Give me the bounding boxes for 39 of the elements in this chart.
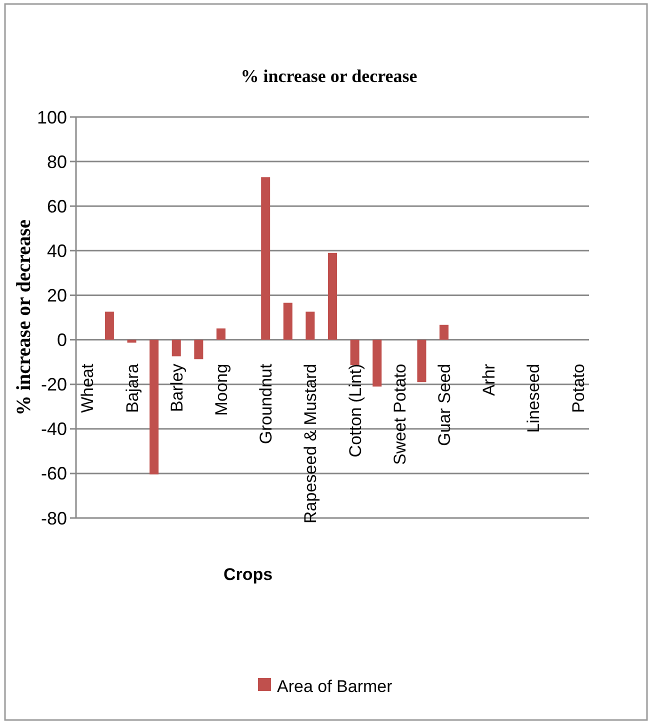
bar — [283, 302, 292, 340]
bar — [306, 312, 315, 340]
y-tick-label: -40 — [40, 419, 67, 440]
x-tick-label: Rapeseed & Mustard — [301, 364, 320, 524]
x-tick-label: Groundnut — [256, 364, 276, 444]
y-tick-label: 0 — [56, 330, 67, 350]
x-tick-label: Lineseed — [524, 364, 544, 433]
bar — [261, 177, 270, 340]
y-tick-label: 80 — [46, 152, 67, 172]
bar — [150, 340, 159, 474]
bar — [417, 340, 426, 382]
x-tick-label: Guar Seed — [435, 364, 454, 446]
y-tick-label: -20 — [40, 374, 67, 395]
y-axis-title: % increase or decrease — [13, 219, 35, 416]
legend-label: Area of Barmer — [277, 676, 393, 696]
x-tick-label: Bajara — [122, 363, 142, 413]
y-tick-label: 20 — [46, 286, 67, 306]
x-tick-label: Moong — [212, 364, 231, 416]
x-axis-title: Crops — [223, 565, 273, 584]
bar — [350, 340, 360, 366]
x-tick-label: Arhr — [480, 363, 499, 396]
bar — [172, 340, 181, 356]
y-tick-label: 100 — [36, 107, 67, 128]
bar — [440, 324, 449, 340]
x-tick-label: Potato — [568, 364, 588, 413]
x-tick-label: Wheat — [78, 364, 98, 413]
y-tick-label: 60 — [46, 196, 67, 216]
chart-title: % increase or decrease — [240, 66, 418, 86]
y-tick-label: -60 — [40, 464, 67, 484]
x-tick-label: Cotton (Lint) — [346, 364, 365, 458]
y-tick-label: 40 — [46, 240, 67, 261]
bar — [104, 312, 114, 340]
bar — [216, 328, 226, 340]
bar — [194, 340, 204, 360]
x-tick-label: Barley — [167, 363, 186, 412]
bar — [372, 340, 382, 387]
bar — [328, 252, 337, 340]
y-tick-label: -80 — [40, 508, 67, 528]
x-tick-label: Sweet Potato — [390, 364, 410, 465]
